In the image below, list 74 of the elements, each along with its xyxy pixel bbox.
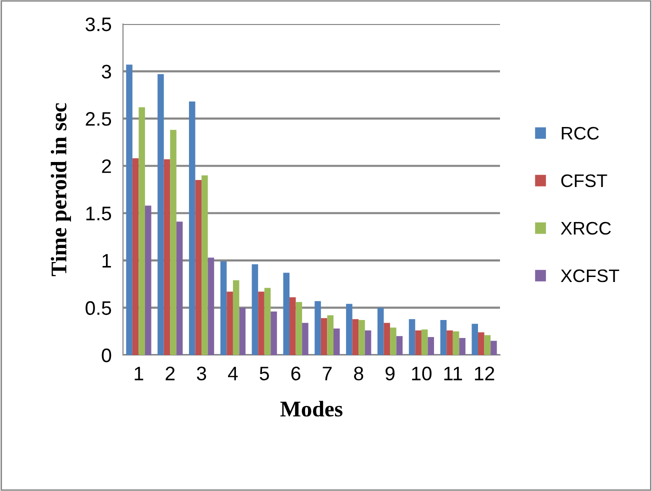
bar <box>421 329 428 355</box>
bar <box>170 130 176 355</box>
bar <box>346 304 352 355</box>
bar <box>158 74 164 355</box>
y-tick-label: 3 <box>102 64 112 79</box>
bar <box>440 320 447 355</box>
x-tick-label: 11 <box>444 366 462 380</box>
bar <box>333 328 340 355</box>
bar <box>144 206 152 355</box>
x-tick-label: 10 <box>412 366 432 380</box>
bar <box>138 107 145 355</box>
bar <box>472 324 478 355</box>
legend-label: RCC <box>562 126 599 140</box>
y-tick-label: 0.5 <box>86 301 112 315</box>
y-tick-label: 1 <box>102 254 111 268</box>
y-tick-label: 0 <box>102 348 112 362</box>
y-tick-label: 3.5 <box>86 17 112 32</box>
bar <box>126 64 132 355</box>
bar <box>384 322 390 355</box>
legend-label: XCFST <box>560 269 620 282</box>
bar <box>358 320 365 355</box>
bar <box>428 337 434 355</box>
bar <box>377 308 384 355</box>
bar <box>396 336 403 355</box>
x-tick-label: 12 <box>474 366 494 380</box>
bar <box>452 331 460 355</box>
bar <box>290 297 296 355</box>
x-tick-label: 3 <box>196 366 206 380</box>
bar <box>176 222 183 355</box>
bar <box>446 330 453 355</box>
bar <box>239 308 246 355</box>
bar <box>390 328 396 355</box>
bar <box>208 258 214 355</box>
bar <box>132 158 139 355</box>
bar <box>258 292 264 355</box>
bar <box>164 159 170 355</box>
x-tick-label: 4 <box>228 366 238 380</box>
bar <box>478 332 484 355</box>
bar <box>320 318 328 355</box>
y-tick-label: 1.5 <box>86 206 112 220</box>
y-tick-label: 2 <box>102 159 111 173</box>
bar <box>364 330 372 355</box>
x-tick-label: 1 <box>134 366 144 380</box>
bar <box>195 180 202 355</box>
bar <box>352 319 359 355</box>
y-axis-title: Time peroid in sec <box>50 103 71 276</box>
legend-label: CFST <box>561 174 608 188</box>
x-tick-label: 7 <box>322 366 332 380</box>
legend-label: XRCC <box>560 222 611 235</box>
x-tick-label: 8 <box>354 366 364 380</box>
bar <box>220 261 227 355</box>
bar <box>232 280 240 355</box>
y-tick-label: 2.5 <box>86 112 112 126</box>
bar <box>264 288 271 355</box>
bar <box>459 338 466 355</box>
bar <box>283 272 290 355</box>
bar <box>226 292 233 355</box>
bar <box>302 322 308 355</box>
x-tick-label: 2 <box>166 366 175 380</box>
bar <box>202 175 208 355</box>
bar <box>314 301 321 355</box>
bar <box>327 315 334 355</box>
bar <box>490 340 497 355</box>
x-tick-label: 9 <box>386 366 395 380</box>
x-tick-label: 6 <box>291 366 300 380</box>
bar <box>252 264 258 355</box>
bar <box>270 311 277 355</box>
bar <box>296 302 302 355</box>
bar <box>188 102 196 355</box>
bar <box>484 335 491 355</box>
bar <box>408 319 416 355</box>
x-axis-title: Modes <box>280 400 342 417</box>
bar <box>415 330 422 355</box>
x-tick-label: 5 <box>260 366 269 380</box>
